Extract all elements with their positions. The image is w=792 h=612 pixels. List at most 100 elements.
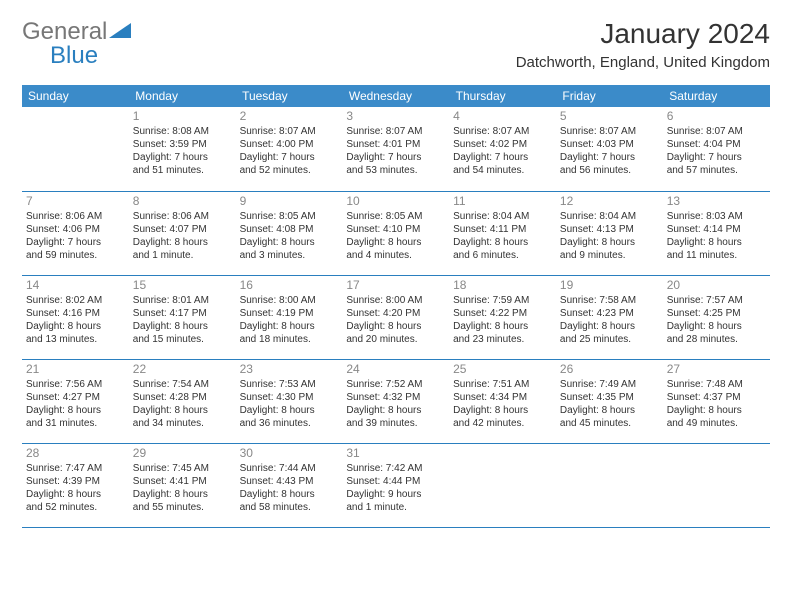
day-info-line: Sunset: 4:00 PM	[240, 138, 339, 151]
calendar-day-cell: 6Sunrise: 8:07 AMSunset: 4:04 PMDaylight…	[663, 107, 770, 191]
calendar-day-cell: 28Sunrise: 7:47 AMSunset: 4:39 PMDayligh…	[22, 443, 129, 527]
day-info-line: Daylight: 8 hours	[560, 404, 659, 417]
day-info-line: Daylight: 8 hours	[133, 488, 232, 501]
day-info-line: Sunrise: 8:07 AM	[453, 125, 552, 138]
day-info-line: Sunset: 4:16 PM	[26, 307, 125, 320]
day-info-line: Sunrise: 7:52 AM	[346, 378, 445, 391]
day-number: 16	[240, 278, 339, 292]
day-info-line: Sunset: 4:20 PM	[346, 307, 445, 320]
day-number: 5	[560, 109, 659, 123]
day-info-line: Daylight: 8 hours	[667, 236, 766, 249]
day-number: 10	[346, 194, 445, 208]
day-info-line: Sunset: 3:59 PM	[133, 138, 232, 151]
day-info-line: Daylight: 8 hours	[667, 404, 766, 417]
day-info-line: Daylight: 7 hours	[346, 151, 445, 164]
day-number: 8	[133, 194, 232, 208]
calendar-day-cell: 24Sunrise: 7:52 AMSunset: 4:32 PMDayligh…	[342, 359, 449, 443]
weekday-header: Friday	[556, 85, 663, 107]
day-info-line: and 11 minutes.	[667, 249, 766, 262]
day-info-line: Sunset: 4:04 PM	[667, 138, 766, 151]
day-number: 3	[346, 109, 445, 123]
day-number: 30	[240, 446, 339, 460]
logo-line2: Blue	[22, 42, 98, 70]
day-info-line: Sunset: 4:13 PM	[560, 223, 659, 236]
day-info-line: Daylight: 8 hours	[667, 320, 766, 333]
day-info-line: Daylight: 8 hours	[240, 320, 339, 333]
day-info-line: Daylight: 7 hours	[453, 151, 552, 164]
calendar-day-cell: 30Sunrise: 7:44 AMSunset: 4:43 PMDayligh…	[236, 443, 343, 527]
day-info-line: and 52 minutes.	[240, 164, 339, 177]
day-info-line: and 51 minutes.	[133, 164, 232, 177]
day-info-line: Sunrise: 8:03 AM	[667, 210, 766, 223]
calendar-day-cell: 15Sunrise: 8:01 AMSunset: 4:17 PMDayligh…	[129, 275, 236, 359]
day-info-line: and 36 minutes.	[240, 417, 339, 430]
day-number: 24	[346, 362, 445, 376]
day-number: 26	[560, 362, 659, 376]
day-number: 11	[453, 194, 552, 208]
day-info-line: and 23 minutes.	[453, 333, 552, 346]
day-number: 21	[26, 362, 125, 376]
day-info-line: Sunset: 4:14 PM	[667, 223, 766, 236]
calendar-day-cell: 9Sunrise: 8:05 AMSunset: 4:08 PMDaylight…	[236, 191, 343, 275]
calendar-day-cell: 14Sunrise: 8:02 AMSunset: 4:16 PMDayligh…	[22, 275, 129, 359]
day-info-line: Sunrise: 8:07 AM	[240, 125, 339, 138]
location-text: Datchworth, England, United Kingdom	[516, 54, 770, 71]
day-number: 2	[240, 109, 339, 123]
day-info-line: Sunrise: 8:05 AM	[346, 210, 445, 223]
day-number: 15	[133, 278, 232, 292]
day-info-line: Daylight: 8 hours	[133, 320, 232, 333]
calendar-day-cell: 22Sunrise: 7:54 AMSunset: 4:28 PMDayligh…	[129, 359, 236, 443]
day-info-line: Daylight: 9 hours	[346, 488, 445, 501]
day-info-line: and 20 minutes.	[346, 333, 445, 346]
day-info-line: Daylight: 8 hours	[26, 488, 125, 501]
day-info-line: Sunrise: 7:53 AM	[240, 378, 339, 391]
day-info-line: Sunset: 4:34 PM	[453, 391, 552, 404]
day-info-line: and 4 minutes.	[346, 249, 445, 262]
header: General January 2024 Datchworth, England…	[22, 18, 770, 71]
day-info-line: and 52 minutes.	[26, 501, 125, 514]
logo-triangle-icon	[109, 18, 131, 46]
day-info-line: Sunset: 4:01 PM	[346, 138, 445, 151]
day-info-line: Daylight: 7 hours	[560, 151, 659, 164]
calendar-week-row: 14Sunrise: 8:02 AMSunset: 4:16 PMDayligh…	[22, 275, 770, 359]
day-info-line: Sunrise: 8:04 AM	[453, 210, 552, 223]
calendar-day-cell: 1Sunrise: 8:08 AMSunset: 3:59 PMDaylight…	[129, 107, 236, 191]
day-info-line: and 1 minute.	[133, 249, 232, 262]
calendar-week-row: 21Sunrise: 7:56 AMSunset: 4:27 PMDayligh…	[22, 359, 770, 443]
calendar-day-cell: 11Sunrise: 8:04 AMSunset: 4:11 PMDayligh…	[449, 191, 556, 275]
day-info-line: Daylight: 8 hours	[240, 236, 339, 249]
day-info-line: Sunset: 4:39 PM	[26, 475, 125, 488]
day-info-line: Daylight: 8 hours	[240, 404, 339, 417]
weekday-header: Monday	[129, 85, 236, 107]
calendar-week-row: 1Sunrise: 8:08 AMSunset: 3:59 PMDaylight…	[22, 107, 770, 191]
day-info-line: Sunrise: 8:06 AM	[26, 210, 125, 223]
calendar-day-cell: 26Sunrise: 7:49 AMSunset: 4:35 PMDayligh…	[556, 359, 663, 443]
calendar-week-row: 7Sunrise: 8:06 AMSunset: 4:06 PMDaylight…	[22, 191, 770, 275]
day-info-line: Sunset: 4:27 PM	[26, 391, 125, 404]
day-info-line: and 34 minutes.	[133, 417, 232, 430]
calendar-day-cell: 7Sunrise: 8:06 AMSunset: 4:06 PMDaylight…	[22, 191, 129, 275]
day-info-line: and 58 minutes.	[240, 501, 339, 514]
day-info-line: Daylight: 7 hours	[26, 236, 125, 249]
day-info-line: Daylight: 8 hours	[240, 488, 339, 501]
day-info-line: Daylight: 8 hours	[26, 320, 125, 333]
day-info-line: Sunrise: 7:57 AM	[667, 294, 766, 307]
day-info-line: and 31 minutes.	[26, 417, 125, 430]
day-info-line: Daylight: 8 hours	[26, 404, 125, 417]
day-info-line: and 42 minutes.	[453, 417, 552, 430]
day-info-line: Sunrise: 8:05 AM	[240, 210, 339, 223]
day-info-line: Sunrise: 8:06 AM	[133, 210, 232, 223]
calendar-day-cell: 25Sunrise: 7:51 AMSunset: 4:34 PMDayligh…	[449, 359, 556, 443]
day-info-line: Daylight: 8 hours	[133, 236, 232, 249]
day-number: 6	[667, 109, 766, 123]
day-info-line: Daylight: 8 hours	[560, 236, 659, 249]
day-number: 13	[667, 194, 766, 208]
day-info-line: Sunset: 4:28 PM	[133, 391, 232, 404]
day-info-line: Sunset: 4:30 PM	[240, 391, 339, 404]
day-info-line: Sunset: 4:35 PM	[560, 391, 659, 404]
calendar-day-cell: 17Sunrise: 8:00 AMSunset: 4:20 PMDayligh…	[342, 275, 449, 359]
weekday-header: Wednesday	[342, 85, 449, 107]
day-info-line: Sunset: 4:22 PM	[453, 307, 552, 320]
day-info-line: Sunset: 4:41 PM	[133, 475, 232, 488]
day-info-line: Sunset: 4:06 PM	[26, 223, 125, 236]
